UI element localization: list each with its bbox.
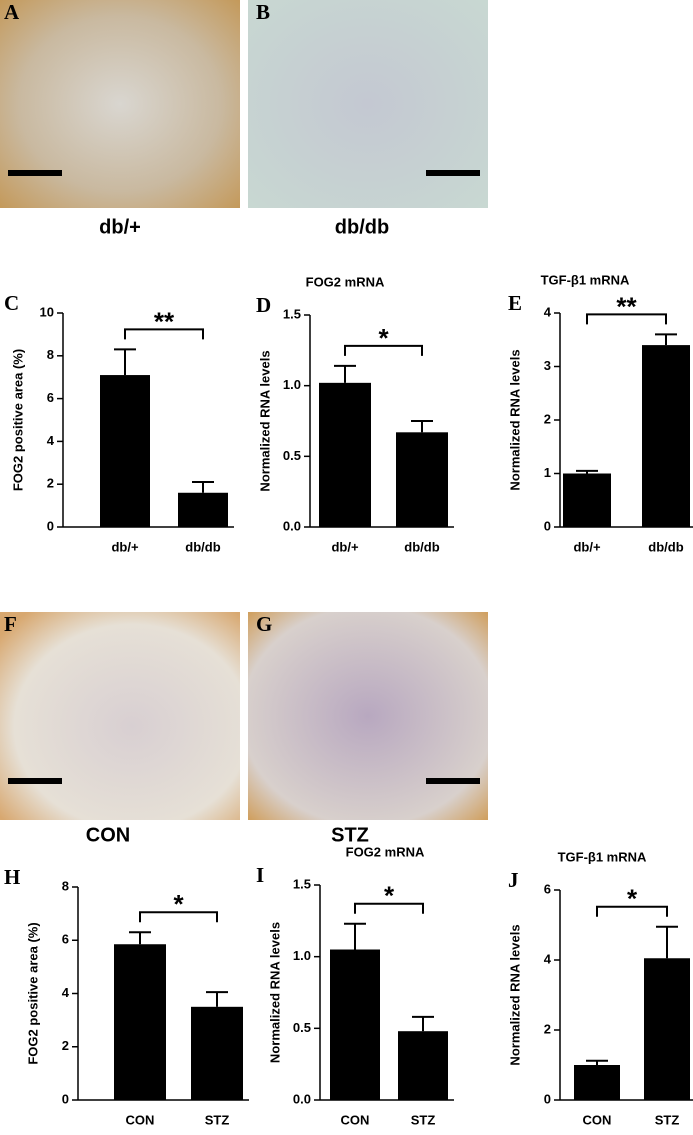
micrograph [0,0,240,208]
y-tick-label: 1.5 [293,876,311,891]
y-tick-label: 6 [544,881,551,896]
significance-label: ** [616,291,637,321]
y-tick-label: 2 [62,1038,69,1053]
panel-letter: F [4,612,17,636]
y-tick-label: 0.0 [283,518,301,533]
y-tick-label: 2 [544,1021,551,1036]
bar [191,1006,243,1100]
y-tick-label: 8 [47,347,54,362]
micrograph [248,0,488,208]
scale-bar [8,170,62,176]
y-tick-label: 0 [47,518,54,533]
panel-letter: J [508,868,519,892]
y-tick-label: 3 [544,358,551,373]
significance-label: * [378,323,389,353]
x-tick-label: db/db [404,539,439,554]
x-tick-label: STZ [205,1112,230,1127]
y-axis-label: Normalized RNA levels [257,350,272,491]
bar [319,382,371,527]
y-tick-label: 10 [40,304,54,319]
y-tick-label: 4 [544,951,552,966]
micrograph [0,612,240,820]
y-tick-label: 2 [544,411,551,426]
y-tick-label: 6 [47,390,54,405]
x-tick-label: db/+ [111,539,138,554]
y-tick-label: 2 [47,476,54,491]
x-tick-label: db/+ [573,539,600,554]
significance-bracket [124,328,204,340]
x-tick-label: STZ [655,1112,680,1127]
y-axis-label: FOG2 positive area (%) [25,922,40,1064]
panel-letter: H [4,865,20,889]
y-tick-label: 8 [62,878,69,893]
y-tick-label: 0 [544,518,551,533]
y-axis-label: FOG2 positive area (%) [10,349,25,491]
significance-bracket [354,902,424,914]
panel-letter: I [256,863,264,887]
y-axis-label: Normalized RNA levels [507,924,522,1065]
y-tick-label: 6 [62,932,69,947]
y-tick-label: 0.5 [293,1020,311,1035]
significance-label: * [384,881,395,911]
x-tick-label: CON [583,1112,612,1127]
image-caption: db/+ [99,216,141,238]
micrograph [248,612,488,820]
y-tick-label: 4 [47,433,55,448]
significance-bracket [586,313,667,325]
significance-label: * [627,884,638,914]
bar [563,473,611,527]
y-tick-label: 1.0 [293,948,311,963]
image-caption: STZ [331,824,369,846]
bar [642,345,690,527]
bar [330,949,380,1100]
bar [398,1031,448,1100]
panel-letter: D [256,293,271,317]
bar [396,432,448,527]
scale-bar [8,778,62,784]
bar [644,958,690,1100]
scale-bar [426,170,480,176]
significance-bracket [344,344,423,356]
significance-bracket [139,911,218,923]
y-tick-label: 4 [544,304,552,319]
scale-bar [426,778,480,784]
significance-label: * [173,889,184,919]
x-tick-label: db/+ [331,539,358,554]
chart-title: TGF-β1 mRNA [558,849,647,864]
image-caption: db/db [335,216,389,238]
x-tick-label: CON [341,1112,370,1127]
y-tick-label: 0 [62,1091,69,1106]
y-tick-label: 1.0 [283,377,301,392]
panel-letter: C [4,291,19,315]
y-tick-label: 4 [62,985,70,1000]
x-tick-label: db/db [648,539,683,554]
significance-bracket [596,905,668,917]
bar [178,492,228,527]
panel-letter: A [4,0,20,24]
x-tick-label: db/db [185,539,220,554]
bar [574,1065,620,1100]
y-tick-label: 0.0 [293,1091,311,1106]
chart-title: TGF-β1 mRNA [541,272,630,287]
panel-letter: E [508,291,522,315]
panel-letter: B [256,0,270,24]
image-caption: CON [86,824,130,846]
significance-label: ** [154,306,175,336]
chart-title: FOG2 mRNA [346,844,425,859]
panel-letter: G [256,612,272,636]
bar [114,944,166,1100]
chart-title: FOG2 mRNA [306,274,385,289]
y-axis-label: Normalized RNA levels [267,922,282,1063]
y-tick-label: 0 [544,1091,551,1106]
y-tick-label: 1 [544,465,551,480]
y-tick-label: 1.5 [283,306,301,321]
x-tick-label: CON [126,1112,155,1127]
y-axis-label: Normalized RNA levels [507,349,522,490]
y-tick-label: 0.5 [283,448,301,463]
bar [100,375,150,527]
x-tick-label: STZ [411,1112,436,1127]
